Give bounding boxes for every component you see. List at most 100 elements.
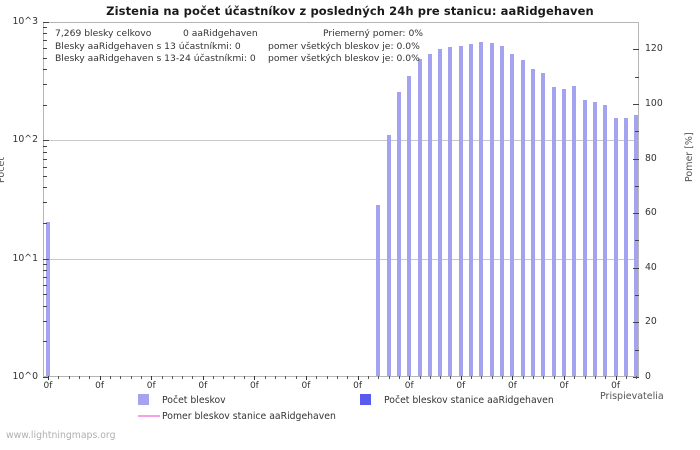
gridline (43, 140, 639, 141)
y-tick-minor-left (43, 146, 47, 147)
x-tick-minor (140, 376, 142, 379)
annotation-participants: Blesky aaRidgehaven s 13-24 účastníkmi: … (55, 53, 256, 65)
y-tick-minor-left (43, 159, 47, 160)
bar (386, 135, 391, 376)
y-tick-label-right: 100 (645, 98, 663, 109)
bar (458, 46, 463, 376)
x-axis-label: Prispievatelia (600, 391, 664, 402)
chart-legend: Počet bleskov Počet bleskov stanice aaRid… (0, 392, 700, 432)
legend-swatch (138, 394, 149, 405)
x-tick-minor (213, 376, 215, 379)
y-tick-right (633, 213, 639, 214)
y-axis-right-label: Pomer [%] (684, 132, 695, 182)
x-tick (564, 376, 565, 380)
x-tick (202, 376, 204, 380)
y-tick-minor-left (43, 306, 47, 307)
bar (469, 44, 474, 376)
x-tick-minor (533, 376, 535, 379)
annotation-avg-ratio: Priemerný pomer: 0% (323, 28, 424, 39)
bar (603, 105, 608, 376)
y-tick-minor-left (43, 40, 47, 41)
bar (438, 49, 443, 376)
x-tick (512, 376, 514, 380)
x-tick (99, 376, 101, 380)
y-tick-minor-left (43, 187, 47, 188)
legend-swatch (360, 394, 371, 405)
x-tick-minor (347, 376, 349, 379)
y-tick-minor-right (635, 186, 639, 187)
x-tick-minor (450, 376, 452, 379)
bar (396, 92, 401, 376)
bar (634, 115, 639, 376)
y-tick-minor-left (43, 48, 47, 49)
bar (531, 69, 536, 376)
x-tick-minor (605, 376, 607, 379)
y-tick-right (633, 377, 639, 378)
x-tick-label: 0f (301, 381, 311, 391)
y-tick-label-right: 40 (645, 262, 657, 273)
x-tick (615, 376, 617, 380)
y-tick-minor-left (43, 33, 47, 34)
bar (427, 54, 432, 376)
x-tick-label: 0f (95, 381, 105, 391)
x-tick-minor (223, 376, 225, 379)
x-tick-label: 0f (146, 381, 156, 391)
x-tick-label: 0f (43, 381, 53, 391)
bar (541, 73, 546, 376)
y-tick-minor-left (43, 27, 47, 28)
x-tick (460, 376, 462, 380)
annotation-participants: Blesky aaRidgehaven s 13 účastníkmi: 0 (55, 40, 241, 52)
y-tick-right (633, 104, 639, 105)
bar (448, 47, 453, 376)
x-tick-minor (182, 376, 184, 379)
y-tick-minor-right (635, 131, 639, 132)
annotation-block: 7,269 blesky celkovo 0 aaRidgehaven Prieme… (55, 28, 555, 66)
x-tick-minor (285, 376, 287, 379)
x-tick-minor (130, 376, 132, 379)
y-tick-minor-left (43, 69, 47, 70)
legend-label: Počet bleskov stanice aaRidgehaven (384, 395, 554, 406)
chart-title: Zistenia na počet účastníkov z poslednýc… (106, 4, 594, 18)
y-axis-left-label: Počet (0, 157, 7, 183)
y-tick-minor-left (43, 202, 47, 203)
y-tick-right (633, 49, 639, 50)
x-tick-minor (367, 376, 369, 379)
annotation-ratio: pomer všetkých bleskov je: 0.0% (268, 53, 420, 65)
x-tick-minor (636, 376, 638, 379)
x-tick-minor (316, 376, 318, 379)
x-tick-minor (68, 376, 70, 379)
x-tick (48, 376, 49, 380)
annotation-line: Blesky aaRidgehaven s 13-24 účastníkmi: … (55, 53, 555, 66)
y-tick-label-right: 120 (645, 43, 663, 54)
gridline (43, 259, 639, 260)
x-tick-minor (440, 376, 442, 379)
x-tick-label: 0f (249, 381, 259, 391)
x-tick-minor (109, 376, 111, 379)
bar (489, 43, 494, 376)
bar (520, 60, 525, 376)
x-tick-minor (491, 376, 493, 379)
bar (417, 59, 422, 376)
x-tick-minor (584, 376, 586, 379)
y-tick-left (43, 259, 49, 260)
y-tick-label-left: 10^3 (12, 16, 38, 27)
y-tick-left (43, 22, 49, 23)
y-tick-label-left: 10^0 (12, 371, 38, 382)
x-tick-label: 0f (353, 381, 363, 391)
x-tick-minor (522, 376, 524, 379)
x-tick-label: 0f (611, 381, 621, 391)
x-tick-minor (574, 376, 576, 379)
y-tick-left (43, 140, 49, 141)
x-tick-minor (78, 376, 80, 379)
legend-label: Pomer bleskov stanice aaRidgehaven (162, 411, 336, 422)
x-tick-minor (471, 376, 473, 379)
x-tick-minor (171, 376, 173, 379)
x-tick-label: 0f (404, 381, 414, 391)
x-tick-minor (161, 376, 163, 379)
y-tick-label-right: 0 (645, 371, 651, 382)
bar (479, 42, 484, 376)
y-tick-minor-left (43, 152, 47, 153)
x-tick (306, 376, 307, 380)
y-tick-minor-left (43, 167, 47, 168)
